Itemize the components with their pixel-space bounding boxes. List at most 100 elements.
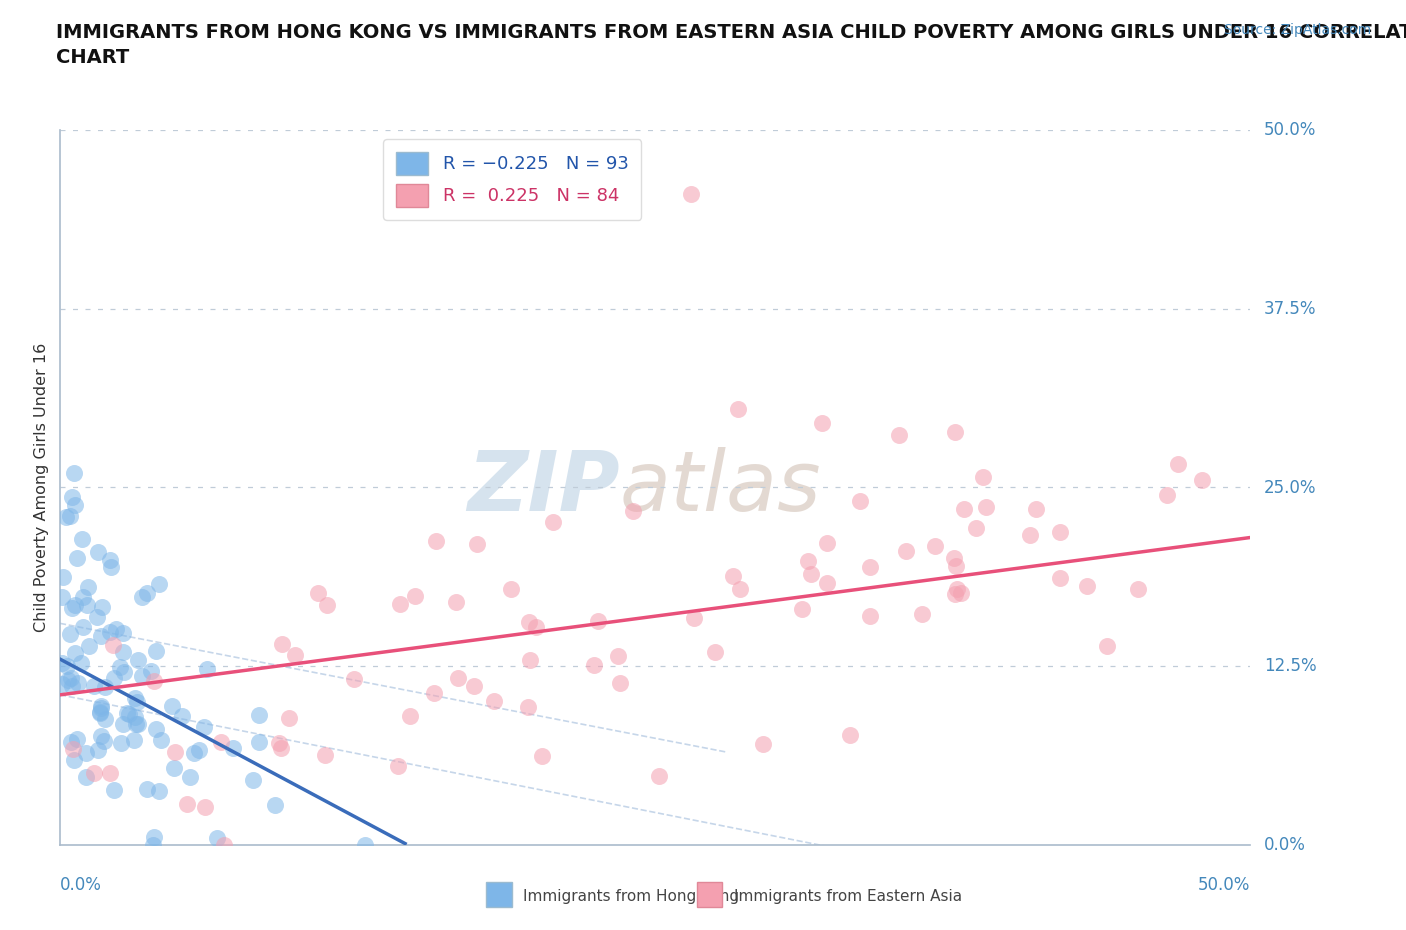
- Point: [517, 615, 540, 630]
- Point: [212, 838, 235, 853]
- Point: [314, 748, 336, 763]
- Point: [56, 672, 79, 687]
- Point: [815, 576, 838, 591]
- Point: [136, 781, 159, 796]
- Point: [531, 749, 554, 764]
- Point: [101, 638, 124, 653]
- Point: [94, 680, 117, 695]
- Point: [1076, 578, 1098, 593]
- Point: [63, 645, 86, 660]
- Point: [51, 590, 73, 604]
- Point: [55, 658, 77, 673]
- Point: [62, 742, 84, 757]
- Point: [387, 759, 409, 774]
- Point: [93, 734, 115, 749]
- Point: [621, 504, 644, 519]
- Point: [1025, 501, 1047, 516]
- Point: [60, 679, 83, 694]
- Point: [59, 671, 82, 685]
- Text: 25.0%: 25.0%: [1264, 479, 1316, 497]
- Point: [1126, 581, 1149, 596]
- Text: Immigrants from Eastern Asia: Immigrants from Eastern Asia: [734, 889, 962, 904]
- Point: [76, 597, 98, 612]
- Point: [90, 629, 112, 644]
- Point: [127, 716, 149, 731]
- Point: [183, 746, 205, 761]
- Text: 50.0%: 50.0%: [1198, 875, 1250, 894]
- Point: [90, 700, 112, 715]
- Point: [108, 659, 131, 674]
- Point: [70, 656, 93, 671]
- Point: [679, 187, 702, 202]
- Point: [59, 627, 82, 642]
- Point: [1019, 527, 1042, 542]
- Text: 12.5%: 12.5%: [1264, 658, 1316, 675]
- Point: [447, 671, 470, 685]
- Point: [55, 510, 77, 525]
- Point: [163, 760, 186, 775]
- Point: [63, 466, 86, 481]
- Point: [122, 733, 145, 748]
- Point: [209, 735, 232, 750]
- Point: [145, 644, 167, 658]
- Point: [194, 800, 217, 815]
- Point: [94, 711, 117, 726]
- Point: [86, 743, 108, 758]
- Point: [86, 609, 108, 624]
- Point: [911, 607, 934, 622]
- Point: [65, 498, 87, 512]
- Point: [606, 648, 628, 663]
- Point: [482, 694, 505, 709]
- Point: [83, 678, 105, 693]
- Point: [89, 706, 111, 721]
- Point: [343, 671, 366, 686]
- Point: [887, 427, 910, 442]
- Point: [946, 582, 969, 597]
- Point: [517, 699, 540, 714]
- Point: [423, 686, 446, 701]
- Point: [727, 402, 749, 417]
- Point: [66, 675, 89, 690]
- Point: [195, 661, 218, 676]
- Point: [242, 773, 264, 788]
- Point: [60, 490, 83, 505]
- Point: [524, 619, 547, 634]
- Point: [815, 536, 838, 551]
- Point: [541, 514, 564, 529]
- Text: 0.0%: 0.0%: [60, 875, 101, 894]
- Point: [519, 653, 541, 668]
- Point: [110, 736, 132, 751]
- Point: [124, 710, 146, 724]
- Point: [222, 741, 245, 756]
- Point: [839, 727, 862, 742]
- Point: [86, 544, 108, 559]
- Point: [976, 499, 998, 514]
- Point: [136, 585, 159, 600]
- Point: [142, 838, 165, 853]
- Point: [388, 596, 411, 611]
- Point: [307, 586, 329, 601]
- Text: IMMIGRANTS FROM HONG KONG VS IMMIGRANTS FROM EASTERN ASIA CHILD POVERTY AMONG GI: IMMIGRANTS FROM HONG KONG VS IMMIGRANTS …: [56, 23, 1406, 67]
- Point: [609, 675, 631, 690]
- Point: [797, 553, 820, 568]
- Point: [1156, 487, 1178, 502]
- Point: [444, 595, 467, 610]
- Text: atlas: atlas: [619, 447, 821, 528]
- Point: [316, 597, 339, 612]
- Point: [953, 501, 976, 516]
- Point: [60, 601, 83, 616]
- Point: [205, 830, 228, 845]
- Point: [77, 638, 100, 653]
- Point: [945, 559, 967, 574]
- Point: [165, 745, 187, 760]
- Point: [800, 566, 823, 581]
- Point: [859, 560, 882, 575]
- Point: [100, 560, 122, 575]
- Point: [89, 704, 111, 719]
- Point: [647, 768, 669, 783]
- Point: [131, 669, 153, 684]
- Point: [270, 740, 292, 755]
- Point: [90, 698, 112, 713]
- Point: [810, 416, 832, 431]
- Point: [58, 509, 80, 524]
